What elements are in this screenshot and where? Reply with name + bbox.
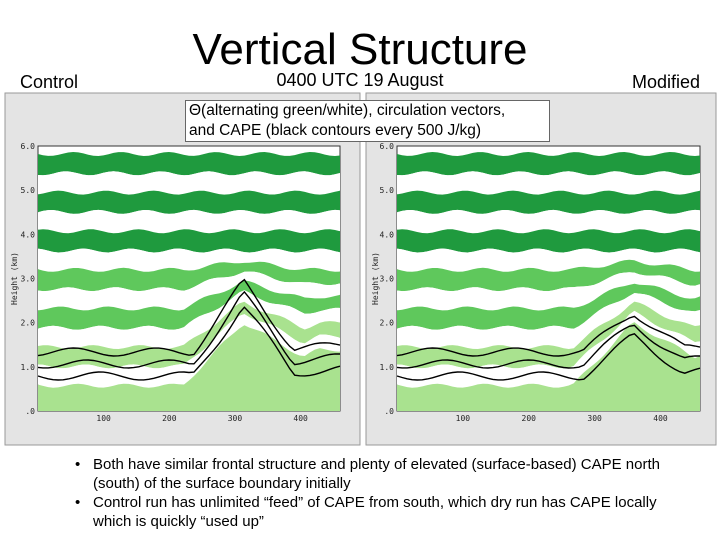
theta-band [397,310,700,388]
theta-band [397,190,700,214]
theta-band [397,209,700,234]
cape-contour [37,306,341,381]
theta-band [38,271,340,311]
y-tick-label: 5.0 [21,186,36,195]
cape-contour [396,315,701,357]
y-tick-label: .0 [25,407,35,416]
theta-band [38,314,340,388]
caption-line: Θ(alternating green/white), circulation … [189,102,506,119]
caption-line: and CAPE (black contours every 500 J/kg) [189,122,482,139]
bullet: Control run has unlimited “feed” of CAPE… [70,493,663,531]
y-tick-label: 6.0 [21,142,36,151]
x-tick-label: 400 [653,414,668,423]
cape-contour [37,278,341,357]
theta-band [397,229,700,253]
theta-band [38,280,340,330]
y-tick-label: 1.0 [21,363,36,372]
theta-band [38,209,340,234]
y-tick-label: 3.0 [21,275,36,284]
y-tick-label: 4.0 [380,230,395,239]
theta-band [38,290,340,350]
x-tick-label: 100 [456,414,471,423]
theta-band [397,152,700,176]
left-label: Control [20,72,79,92]
theta-band [397,301,700,369]
theta-band [38,261,340,292]
x-tick-label: 200 [162,414,177,423]
y-tick-label: 3.0 [380,275,395,284]
theta-band [397,283,700,330]
theta-band [38,229,340,253]
y-tick-label: 4.0 [21,230,36,239]
bullet: Both have similar frontal structure and … [70,455,663,493]
theta-band [38,171,340,195]
theta-band [397,322,700,411]
y-tick-label: 2.0 [380,319,395,328]
right-label: Modified [631,72,700,92]
y-tick-label: .0 [384,407,394,416]
x-tick-label: 100 [96,414,111,423]
cape-contour [396,324,701,369]
panels: 6.0 5.0 4.0 3.0 2.0 1.0 .0 100 200 300 400 Height (… [4,92,717,446]
cape-contour [37,290,341,369]
theta-band [38,190,340,214]
x-tick-label: 300 [587,414,602,423]
bullet-list: Both have similar frontal structure and … [70,455,670,531]
theta-band [397,272,700,311]
theta-band [38,152,340,176]
y-tick-label: 2.0 [21,319,36,328]
theta-band [397,293,700,350]
theta-band [397,259,700,292]
x-tick-label: 200 [522,414,537,423]
theta-band [38,248,340,272]
slide-title: Vertical Structure [192,25,528,74]
x-tick-label: 400 [293,414,308,423]
y-axis-label: Height (km) [371,252,380,305]
theta-band [38,325,340,411]
theta-band [397,171,700,195]
y-tick-label: 1.0 [380,363,395,372]
y-tick-label: 5.0 [380,186,395,195]
theta-band [397,248,700,272]
x-tick-label: 300 [228,414,243,423]
y-axis-label: Height (km) [10,252,19,305]
cape-contour [396,333,701,381]
y-tick-label: 6.0 [380,142,395,151]
subtitle: 0400 UTC 19 August [276,70,444,90]
caption: Θ(alternating green/white), circulation … [185,100,550,142]
